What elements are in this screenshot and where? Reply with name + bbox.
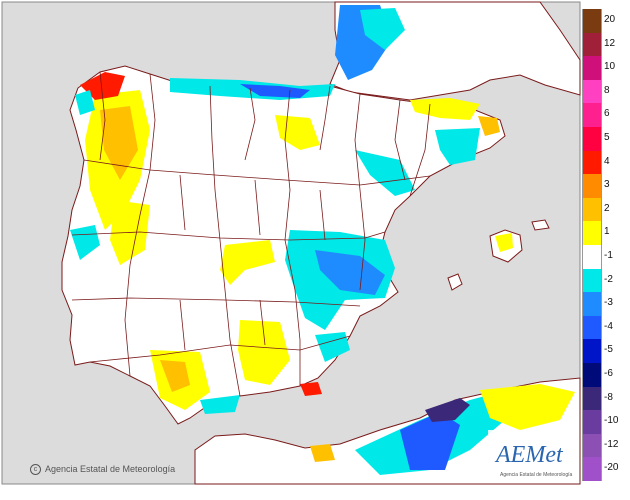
legend-swatch (582, 32, 602, 57)
legend-label: 4 (604, 155, 610, 167)
legend-label: 2 (604, 202, 610, 214)
legend-swatch (582, 339, 602, 363)
ibiza (447, 273, 463, 291)
legend-label: -20 (604, 462, 619, 474)
legend-swatch (582, 433, 602, 458)
legend: 20 12 10 8 6 5 4 3 2 1 -1 -2 -3 -4 -5 -6 -8 -10 -12 -20 (582, 9, 628, 484)
legend-label: -3 (604, 297, 613, 309)
menorca (531, 219, 550, 231)
legend-swatch (582, 245, 602, 269)
legend-label: -4 (604, 320, 613, 332)
aemet-logo: AEMet Agencia Estatal de Meteorología (488, 430, 578, 480)
credit-label: Agencia Estatal de Meteorología (45, 464, 176, 474)
credit-text: c Agencia Estatal de Meteorología (30, 464, 176, 476)
legend-swatch (582, 292, 602, 316)
aemet-logo-subtitle: Agencia Estatal de Meteorología (500, 472, 572, 478)
aemet-logo-text: AEMet (494, 442, 564, 468)
iberia-landmass (61, 65, 506, 425)
legend-swatch (582, 386, 602, 411)
legend-swatch (582, 221, 602, 245)
legend-label: -6 (604, 368, 613, 379)
legend-swatch (582, 457, 602, 481)
legend-swatch (582, 127, 602, 151)
legend-swatch (582, 197, 602, 222)
legend-swatch (582, 363, 602, 387)
legend-label: 6 (604, 108, 610, 120)
legend-label: -10 (604, 415, 619, 427)
legend-label: -2 (604, 273, 613, 285)
legend-label: 8 (604, 84, 610, 96)
legend-swatch (582, 174, 602, 198)
anomaly-patches (70, 5, 575, 475)
legend-swatch (582, 103, 602, 127)
legend-swatch (582, 150, 602, 175)
legend-label: -8 (604, 391, 613, 403)
legend-swatch (582, 268, 602, 293)
legend-label: 3 (604, 179, 610, 191)
legend-label: -12 (604, 438, 619, 450)
legend-swatch (582, 410, 602, 434)
legend-label: 10 (604, 61, 616, 73)
legend-label: 12 (604, 37, 616, 49)
legend-swatch (582, 9, 602, 33)
legend-swatch (582, 56, 602, 80)
legend-label: 1 (604, 226, 610, 238)
legend-swatch (582, 79, 602, 104)
legend-swatch (582, 315, 602, 340)
legend-label: -1 (604, 250, 613, 261)
legend-label: 20 (604, 14, 616, 25)
province-borders (71, 71, 431, 397)
copyright-icon: c (30, 464, 41, 476)
legend-label: 5 (604, 132, 610, 143)
legend-label: -5 (604, 344, 613, 356)
